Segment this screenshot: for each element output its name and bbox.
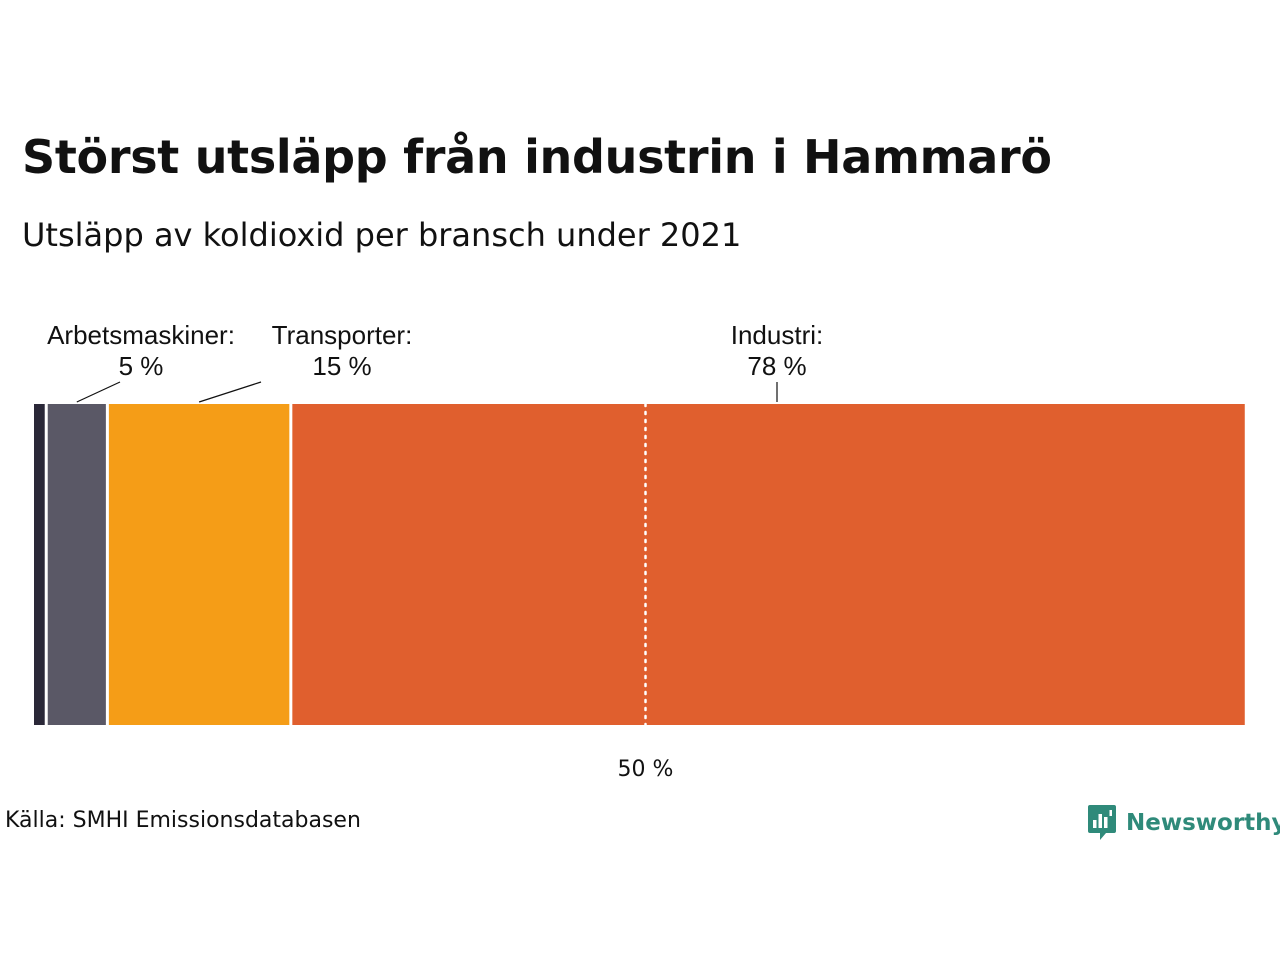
bar-segment-0: [34, 404, 47, 725]
segment-value-transporter: 15 %: [312, 351, 371, 381]
bar-segment-arbetsmaskiner: [46, 404, 108, 725]
chart-title: Störst utsläpp från industrin i Hammarö: [22, 130, 1052, 184]
segment-value-industri: 78 %: [747, 351, 806, 381]
segment-label-arbetsmaskiner: Arbetsmaskiner:: [47, 320, 235, 350]
segment-value-arbetsmaskiner: 5 %: [119, 351, 164, 381]
leader-line: [76, 381, 121, 403]
segment-label-industri: Industri:: [731, 320, 824, 350]
newsworthy-logo-icon: [1088, 805, 1116, 840]
source-note: Källa: SMHI Emissionsdatabasen: [5, 808, 361, 833]
segment-label-transporter: Transporter:: [272, 320, 413, 350]
bar-segment-industri: [290, 404, 1245, 725]
brand-name: Newsworthy: [1126, 810, 1280, 836]
leader-line: [198, 381, 262, 403]
stacked-bar-chart: Arbetsmaskiner:5 % Transporter:15 % Indust…: [34, 320, 1245, 782]
brand-logo: Newsworthy: [1088, 803, 1280, 843]
bar-segment-transporter: [107, 404, 291, 725]
reference-line-label: 50 %: [618, 757, 674, 782]
chart-subtitle: Utsläpp av koldioxid per bransch under 2…: [22, 216, 742, 254]
